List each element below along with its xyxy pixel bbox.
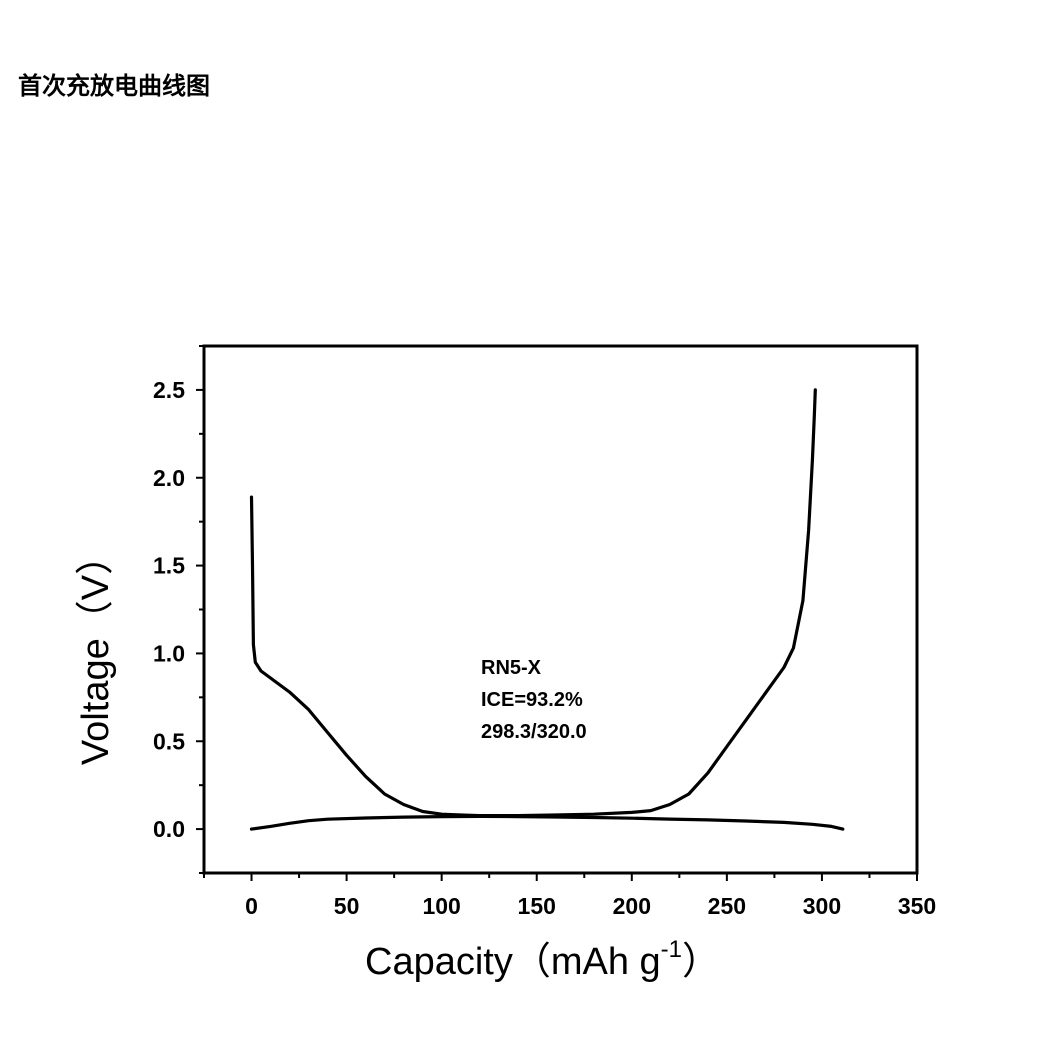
x-tick-label: 150 — [518, 893, 556, 919]
x-tick-label: 250 — [708, 893, 746, 919]
annotation-sample-name: RN5-X — [481, 657, 542, 679]
y-tick-label: 0.5 — [153, 728, 185, 754]
x-tick-label: 50 — [334, 893, 360, 919]
annotation-capacity-ratio: 298.3/320.0 — [481, 721, 587, 743]
annotation-ice: ICE=93.2% — [481, 689, 583, 711]
series-lines — [249, 388, 845, 831]
x-tick-label: 200 — [613, 893, 651, 919]
plot-frame — [202, 344, 919, 875]
page-title: 首次充放电曲线图 — [18, 71, 210, 100]
x-tick-label: 100 — [422, 893, 460, 919]
series-line-second — [249, 814, 845, 831]
x-axis-title-superscript: -1 — [661, 936, 682, 963]
x-tick-label: 0 — [245, 893, 258, 919]
x-axis-title-main: Capacity（mAh g — [365, 941, 661, 983]
series-line-first — [249, 388, 817, 818]
tick-labels: 0 50 100 150 200 250 300 350 0.0 0.5 1.0 1.5 2.0 2.5 — [153, 377, 936, 919]
x-axis-title-suffix: ） — [682, 941, 720, 983]
x-tick-label: 300 — [803, 893, 841, 919]
y-tick-label: 1.0 — [153, 640, 185, 666]
axis-ticks — [196, 345, 918, 881]
y-tick-label: 2.5 — [153, 377, 185, 403]
y-axis-title: Voltage（V） — [75, 537, 117, 765]
x-tick-label: 350 — [898, 893, 936, 919]
x-axis-title: Capacity（mAh g-1） — [365, 936, 720, 983]
y-tick-label: 2.0 — [153, 465, 185, 491]
y-tick-label: 1.5 — [153, 553, 185, 579]
y-tick-label: 0.0 — [153, 816, 185, 842]
